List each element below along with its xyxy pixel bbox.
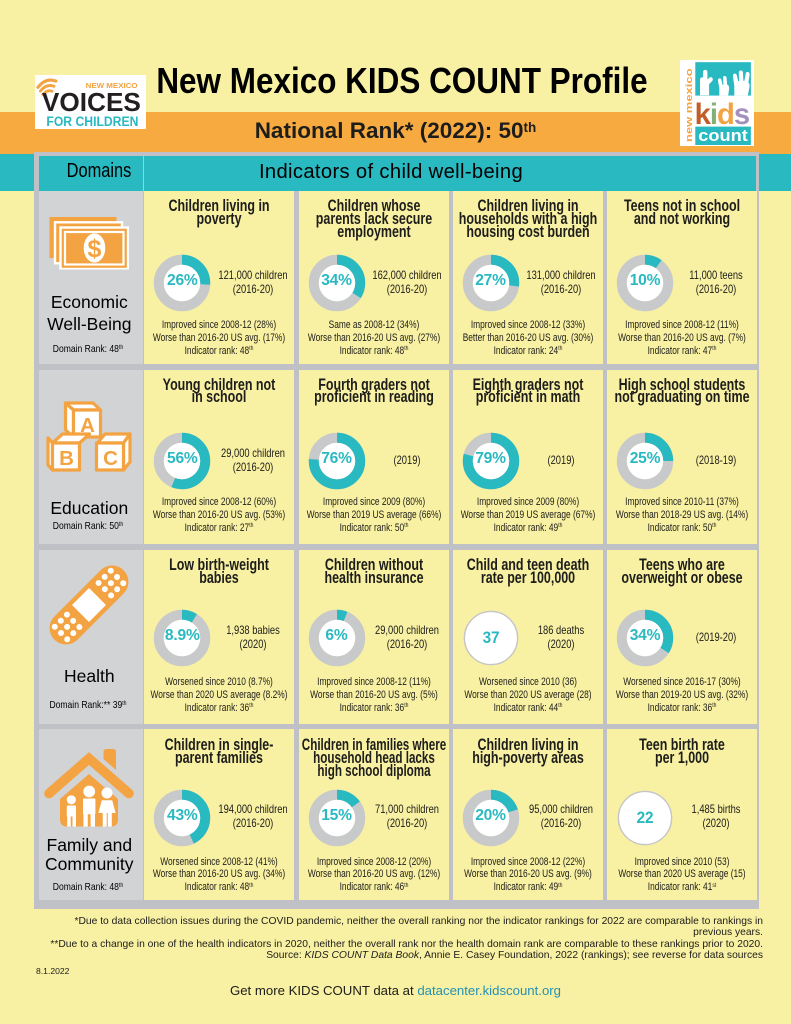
- svg-text:FOR CHILDREN: FOR CHILDREN: [46, 113, 138, 129]
- svg-text:VOICES: VOICES: [42, 87, 141, 117]
- svg-text:count: count: [698, 126, 748, 145]
- svg-text:B: B: [59, 447, 74, 470]
- svg-text:new mexico: new mexico: [684, 68, 695, 142]
- svg-text:kids: kids: [695, 98, 750, 131]
- svg-text:C: C: [103, 447, 118, 470]
- svg-text:$: $: [88, 235, 102, 263]
- svg-text:A: A: [80, 414, 95, 437]
- svg-text:NEW MEXICO: NEW MEXICO: [86, 81, 138, 90]
